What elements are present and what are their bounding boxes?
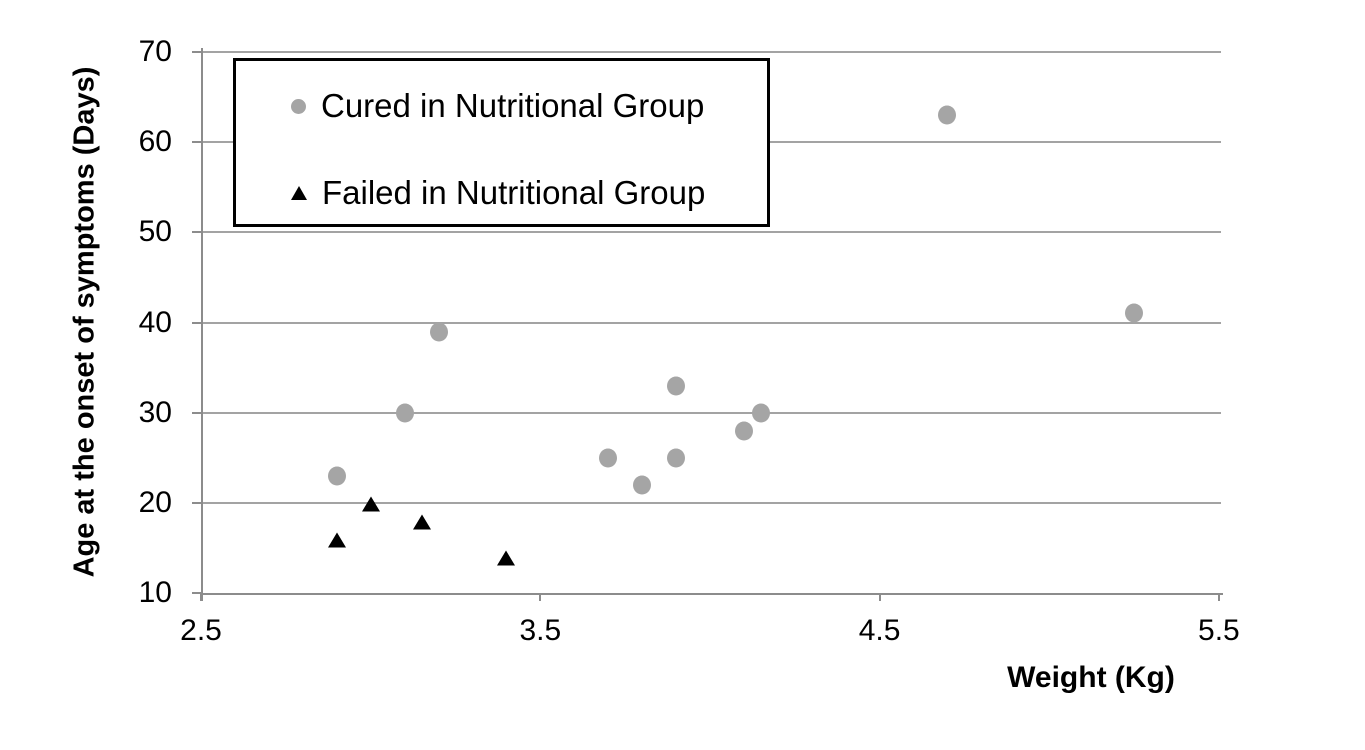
legend-triangle-marker-icon (291, 186, 307, 200)
x-tick-label-4.5: 4.5 (858, 614, 901, 647)
y-tick-label-70: 70 (138, 35, 172, 68)
cured-point-0 (327, 466, 346, 486)
y-tick-label-60: 60 (138, 125, 172, 159)
failed-point-1 (361, 496, 380, 512)
gridline-y-20 (201, 501, 1221, 504)
y-tick-mark-70 (192, 51, 201, 53)
failed-point-3 (497, 550, 516, 566)
cured-point-9 (938, 105, 957, 125)
x-axis-title: Weight (Kg) (1007, 661, 1175, 694)
y-tick-label-50: 50 (138, 215, 172, 249)
legend: Cured in Nutritional Group Failed in Nutr… (233, 58, 770, 227)
failed-point-0 (327, 532, 346, 548)
cured-point-2 (429, 322, 448, 342)
x-tick-label-5.5: 5.5 (1198, 614, 1240, 647)
y-tick-mark-10 (192, 592, 201, 594)
legend-circle-marker-icon (291, 98, 306, 114)
y-tick-mark-20 (192, 501, 201, 504)
x-tick-mark-5.5 (1217, 593, 1220, 601)
cured-point-7 (734, 421, 753, 441)
cured-point-1 (395, 403, 414, 423)
y-tick-mark-50 (192, 231, 201, 234)
y-tick-label-20: 20 (138, 485, 172, 519)
x-tick-label-3.5: 3.5 (519, 614, 562, 647)
legend-label: Failed in Nutritional Group (322, 174, 706, 211)
cured-point-6 (667, 376, 686, 396)
y-tick-label-30: 30 (138, 395, 172, 429)
y-axis-line (201, 48, 203, 601)
gridline-y-50 (201, 231, 1221, 234)
y-tick-label-10: 10 (138, 576, 172, 609)
cured-point-4 (633, 475, 652, 495)
x-tick-mark-3.5 (539, 593, 542, 601)
legend-item-cured: Cured in Nutritional Group (291, 87, 704, 125)
y-tick-mark-60 (192, 141, 201, 144)
gridline-y-40 (201, 321, 1221, 324)
y-tick-mark-40 (192, 321, 201, 324)
y-axis-title: Age at the onset of symptoms (Days) (68, 66, 101, 578)
cured-point-3 (599, 448, 618, 468)
cured-point-10 (1125, 303, 1144, 323)
y-tick-label-40: 40 (138, 305, 172, 339)
gridline-y-30 (201, 411, 1221, 414)
x-tick-label-2.5: 2.5 (180, 614, 222, 647)
gridline-y-70 (201, 51, 1221, 53)
legend-label: Cured in Nutritional Group (321, 87, 705, 124)
legend-item-failed: Failed in Nutritional Group (291, 174, 705, 212)
cured-point-5 (667, 448, 686, 468)
cured-point-8 (751, 403, 770, 423)
failed-point-2 (412, 514, 431, 530)
x-tick-mark-4.5 (878, 593, 881, 601)
y-tick-mark-30 (192, 411, 201, 414)
x-axis-line (201, 593, 1223, 595)
